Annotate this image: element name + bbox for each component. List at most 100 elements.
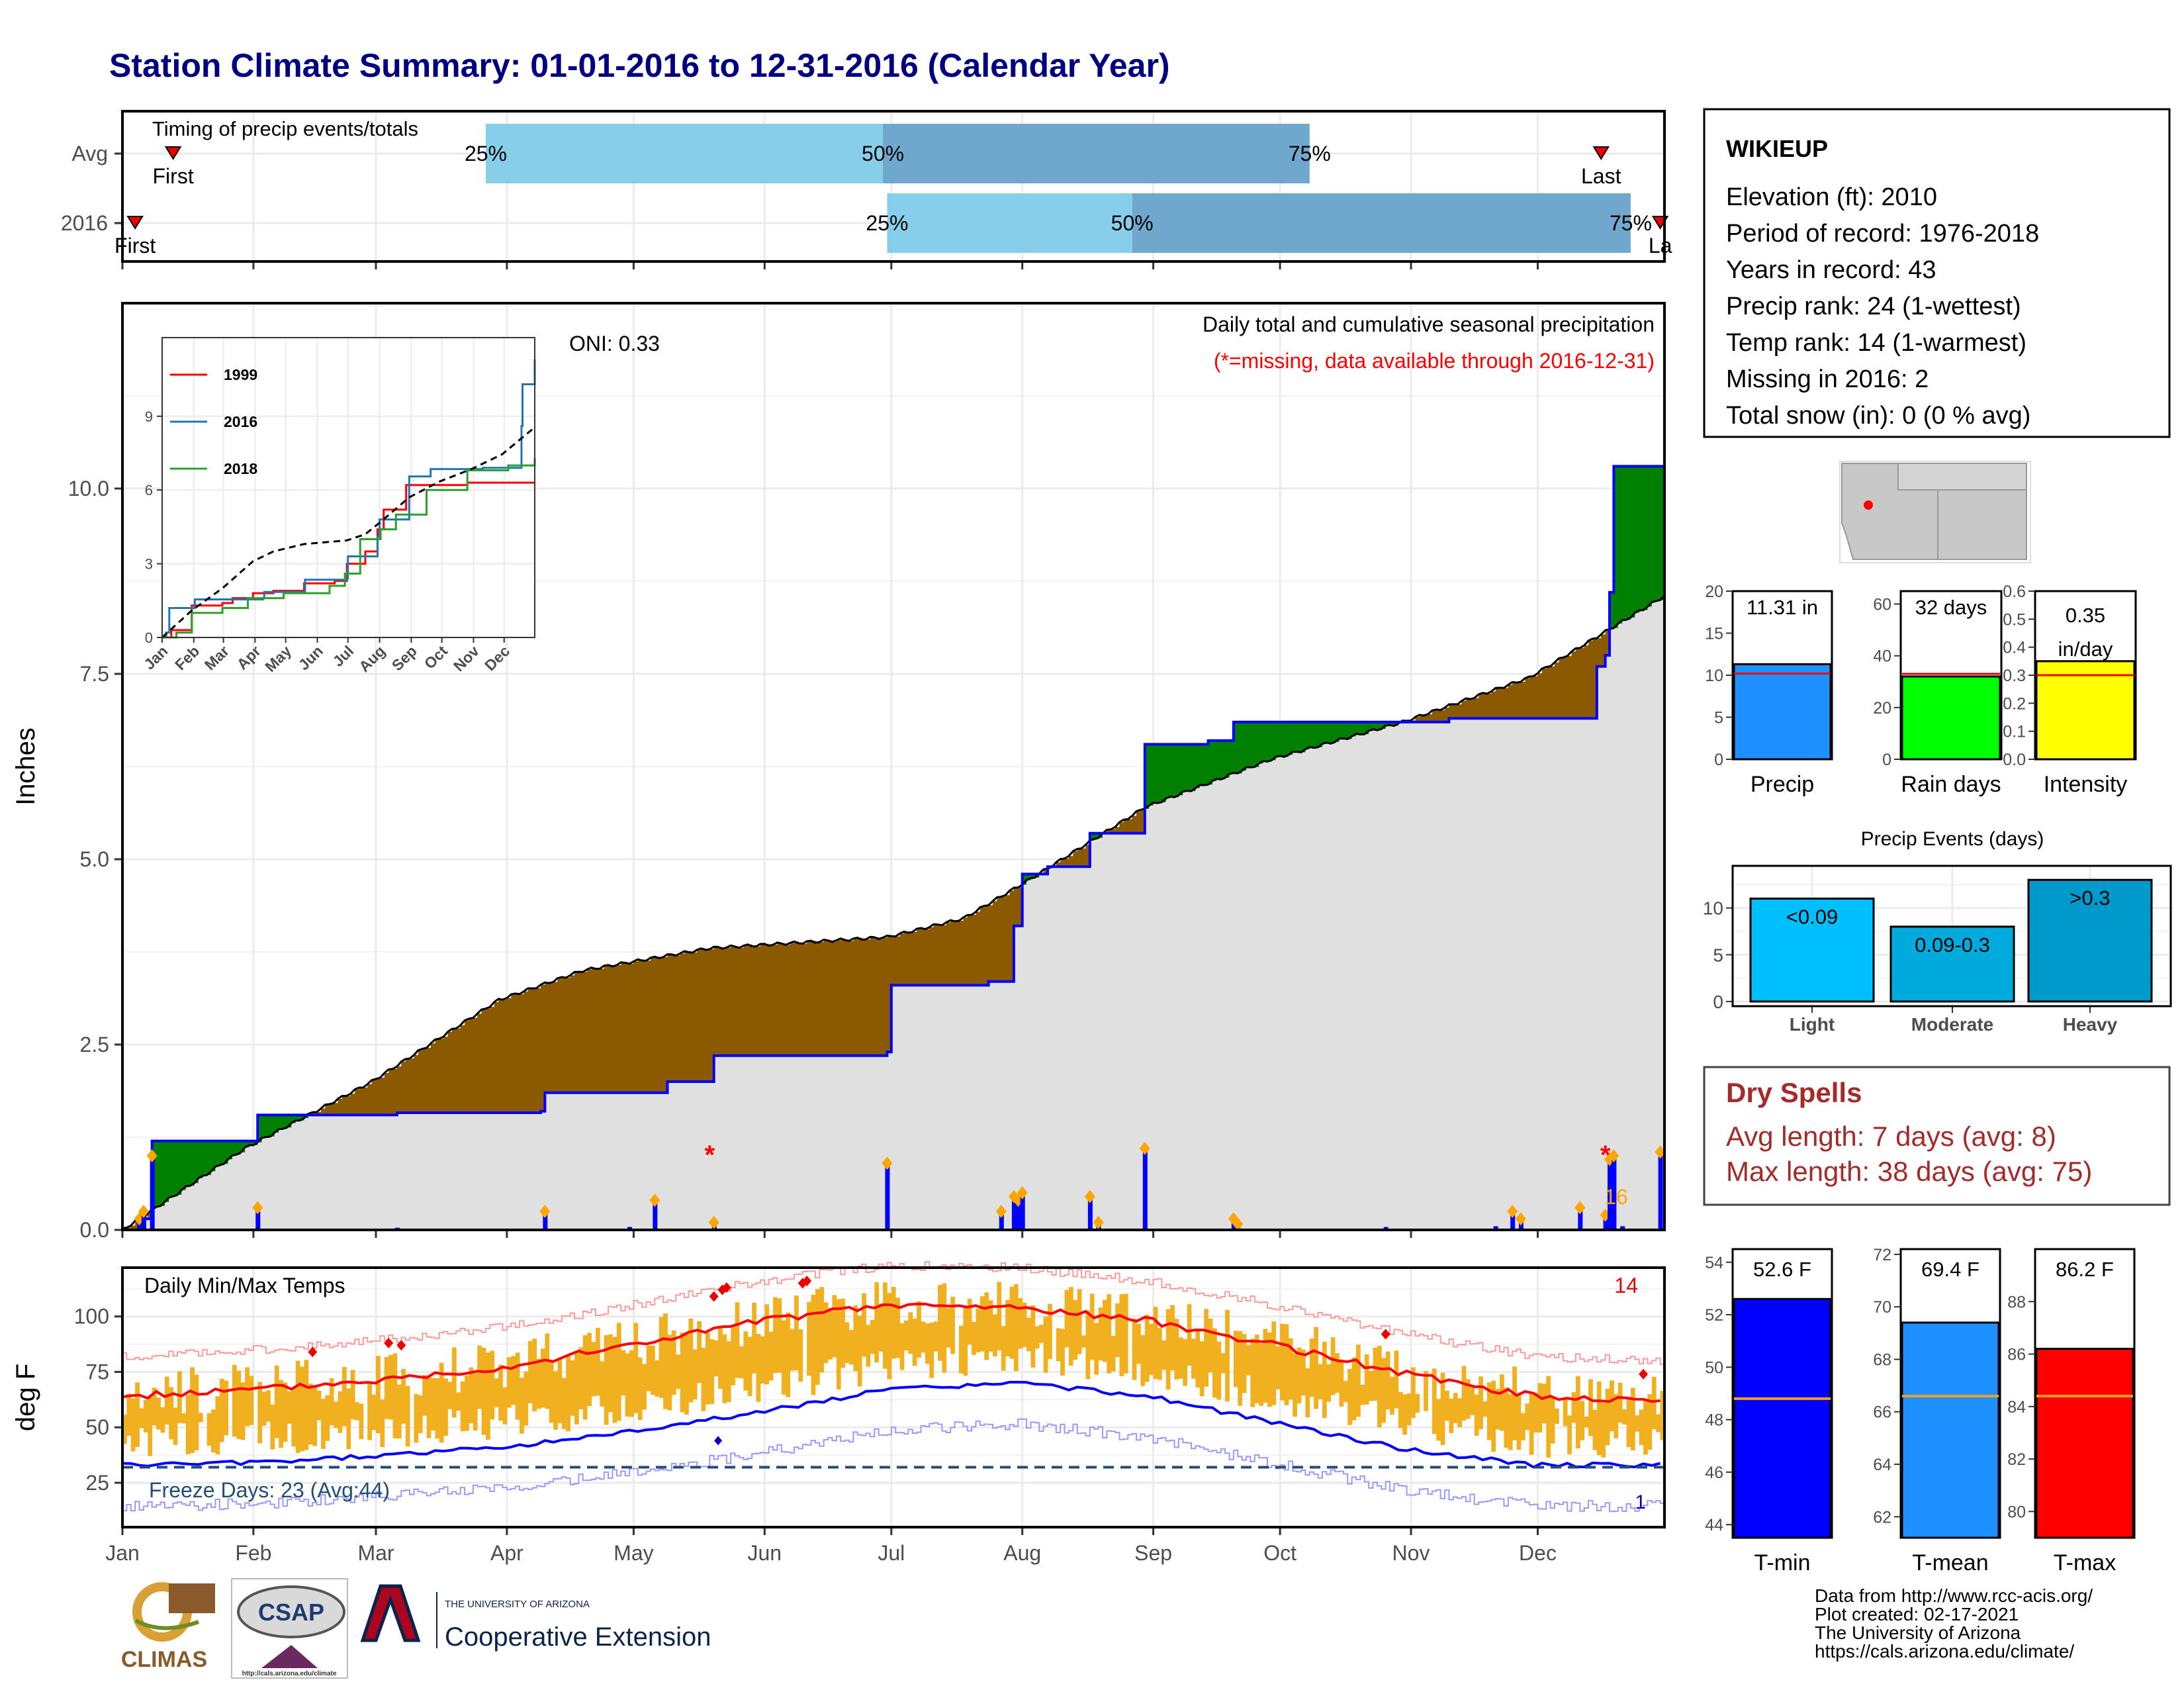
cumulative-normal-area bbox=[1445, 722, 1450, 1230]
cumulative-normal-area bbox=[405, 1113, 410, 1230]
timing-row-label: 2016 bbox=[61, 211, 108, 235]
cumulative-normal-area bbox=[460, 1113, 465, 1230]
cumulative-normal-area bbox=[887, 1052, 892, 1230]
deficit-area bbox=[616, 965, 621, 1093]
deficit-area bbox=[878, 939, 884, 1056]
cumulative-normal-area bbox=[287, 1127, 292, 1230]
surplus-area bbox=[1267, 722, 1272, 762]
daily-temp-range-bar bbox=[380, 1399, 385, 1448]
daily-temp-range-bar bbox=[211, 1409, 216, 1453]
cumulative-normal-area bbox=[1195, 788, 1201, 1230]
daily-temp-range-bar bbox=[1165, 1309, 1171, 1390]
deficit-area bbox=[1592, 638, 1598, 719]
deficit-area bbox=[903, 931, 909, 986]
daily-temp-range-bar bbox=[287, 1391, 292, 1424]
cumulative-normal-area bbox=[1356, 733, 1361, 1230]
inset-legend-label: 2016 bbox=[224, 413, 257, 430]
surplus-area bbox=[1639, 466, 1644, 611]
surplus-area bbox=[1204, 744, 1209, 786]
daily-temp-range-bar bbox=[688, 1318, 694, 1403]
daily-temp-range-bar bbox=[316, 1390, 322, 1421]
stat-bar bbox=[1901, 675, 2001, 761]
cumulative-normal-area bbox=[300, 1120, 305, 1230]
daily-temp-range-bar bbox=[853, 1305, 858, 1372]
daily-temp-range-bar bbox=[456, 1392, 461, 1411]
cumulative-normal-area bbox=[836, 1055, 841, 1230]
daily-temp-range-bar bbox=[473, 1373, 478, 1430]
daily-temp-range-bar bbox=[731, 1327, 736, 1385]
daily-temp-range-bar bbox=[156, 1397, 161, 1430]
deficit-area bbox=[1128, 819, 1133, 833]
cumulative-normal-area bbox=[481, 1113, 486, 1230]
surplus-area bbox=[1617, 466, 1623, 624]
cumulative-normal-area bbox=[431, 1113, 435, 1230]
daily-temp-range-bar bbox=[341, 1367, 347, 1427]
deficit-area bbox=[1571, 651, 1576, 719]
daily-temp-range-bar bbox=[1068, 1287, 1073, 1366]
events-bar-value: 0.09-0.3 bbox=[1915, 933, 1990, 957]
cumulative-normal-area bbox=[958, 985, 964, 1230]
cumulative-normal-area bbox=[1601, 666, 1606, 1230]
daily-temp-range-bar bbox=[1077, 1289, 1082, 1354]
stat-y-tick-label: 20 bbox=[1873, 699, 1891, 718]
daily-precip-point bbox=[1139, 1141, 1150, 1155]
deficit-area bbox=[405, 1058, 410, 1113]
cumulative-normal-area bbox=[561, 1092, 567, 1230]
cumulative-normal-area bbox=[1060, 867, 1066, 1230]
cumulative-normal-area bbox=[1153, 802, 1158, 1230]
daily-temp-range-bar bbox=[1647, 1394, 1653, 1450]
inset-avg-line bbox=[161, 426, 535, 639]
last-event-label: La bbox=[1649, 234, 1672, 258]
surplus-area bbox=[1643, 466, 1649, 610]
deficit-area bbox=[1415, 717, 1420, 722]
surplus-area bbox=[1343, 722, 1348, 739]
cumulative-normal-area bbox=[1149, 805, 1154, 1230]
daily-precip-bar bbox=[543, 1211, 548, 1230]
temp-stat-value: 69.4 F bbox=[1921, 1258, 1979, 1281]
cumulative-normal-area bbox=[1229, 774, 1234, 1230]
daily-temp-range-bar bbox=[350, 1370, 355, 1419]
deficit-area bbox=[718, 947, 723, 1056]
cumulative-normal-area bbox=[1107, 833, 1112, 1230]
deficit-area bbox=[612, 966, 617, 1093]
cumulative-normal-area bbox=[532, 1113, 537, 1230]
daily-temp-range-bar bbox=[984, 1292, 989, 1360]
record-high-marker bbox=[721, 1282, 731, 1293]
cumulative-normal-area bbox=[1115, 833, 1120, 1230]
deficit-area bbox=[527, 988, 533, 1113]
surplus-area bbox=[1242, 722, 1247, 771]
missing-marker: * bbox=[705, 1141, 715, 1170]
cumulative-normal-area bbox=[1123, 833, 1128, 1230]
cumulative-normal-area bbox=[527, 1113, 533, 1230]
cumulative-normal-area bbox=[912, 985, 917, 1230]
deficit-area bbox=[807, 941, 812, 1056]
daily-temp-range-bar bbox=[1415, 1393, 1420, 1413]
cumulative-normal-area bbox=[1140, 833, 1146, 1230]
daily-temp-range-bar bbox=[1039, 1325, 1044, 1343]
daily-precip-bar bbox=[885, 1163, 890, 1230]
temp-stat-y-tick-label: 82 bbox=[2007, 1450, 2026, 1469]
surplus-area bbox=[1314, 722, 1319, 748]
daily-temp-range-bar bbox=[1183, 1339, 1188, 1386]
deficit-area bbox=[798, 943, 803, 1056]
daily-temp-range-bar bbox=[862, 1293, 866, 1357]
daily-temp-range-bar bbox=[1318, 1364, 1323, 1399]
daily-temp-range-bar bbox=[1584, 1417, 1589, 1428]
cumulative-normal-area bbox=[1119, 833, 1124, 1230]
daily-temp-range-bar bbox=[1500, 1374, 1504, 1431]
cumulative-normal-area bbox=[203, 1176, 208, 1230]
cumulative-normal-area bbox=[1373, 729, 1378, 1230]
daily-temp-range-bar bbox=[764, 1304, 770, 1385]
daily-temp-range-bar bbox=[1445, 1391, 1449, 1421]
timing-q75-label: 75% bbox=[1610, 211, 1652, 235]
stat-y-tick-label: 0.5 bbox=[2003, 610, 2026, 629]
cumulative-normal-area bbox=[972, 985, 977, 1230]
inset-y-tick-label: 9 bbox=[145, 408, 153, 425]
daily-temp-range-bar bbox=[1301, 1349, 1306, 1396]
deficit-area bbox=[832, 942, 837, 1056]
deficit-area bbox=[676, 955, 681, 1082]
daily-temp-range-bar bbox=[887, 1293, 892, 1380]
deficit-area bbox=[1005, 895, 1011, 982]
events-bar-label: Heavy bbox=[2063, 1014, 2118, 1035]
cumulative-normal-area bbox=[1233, 773, 1238, 1230]
